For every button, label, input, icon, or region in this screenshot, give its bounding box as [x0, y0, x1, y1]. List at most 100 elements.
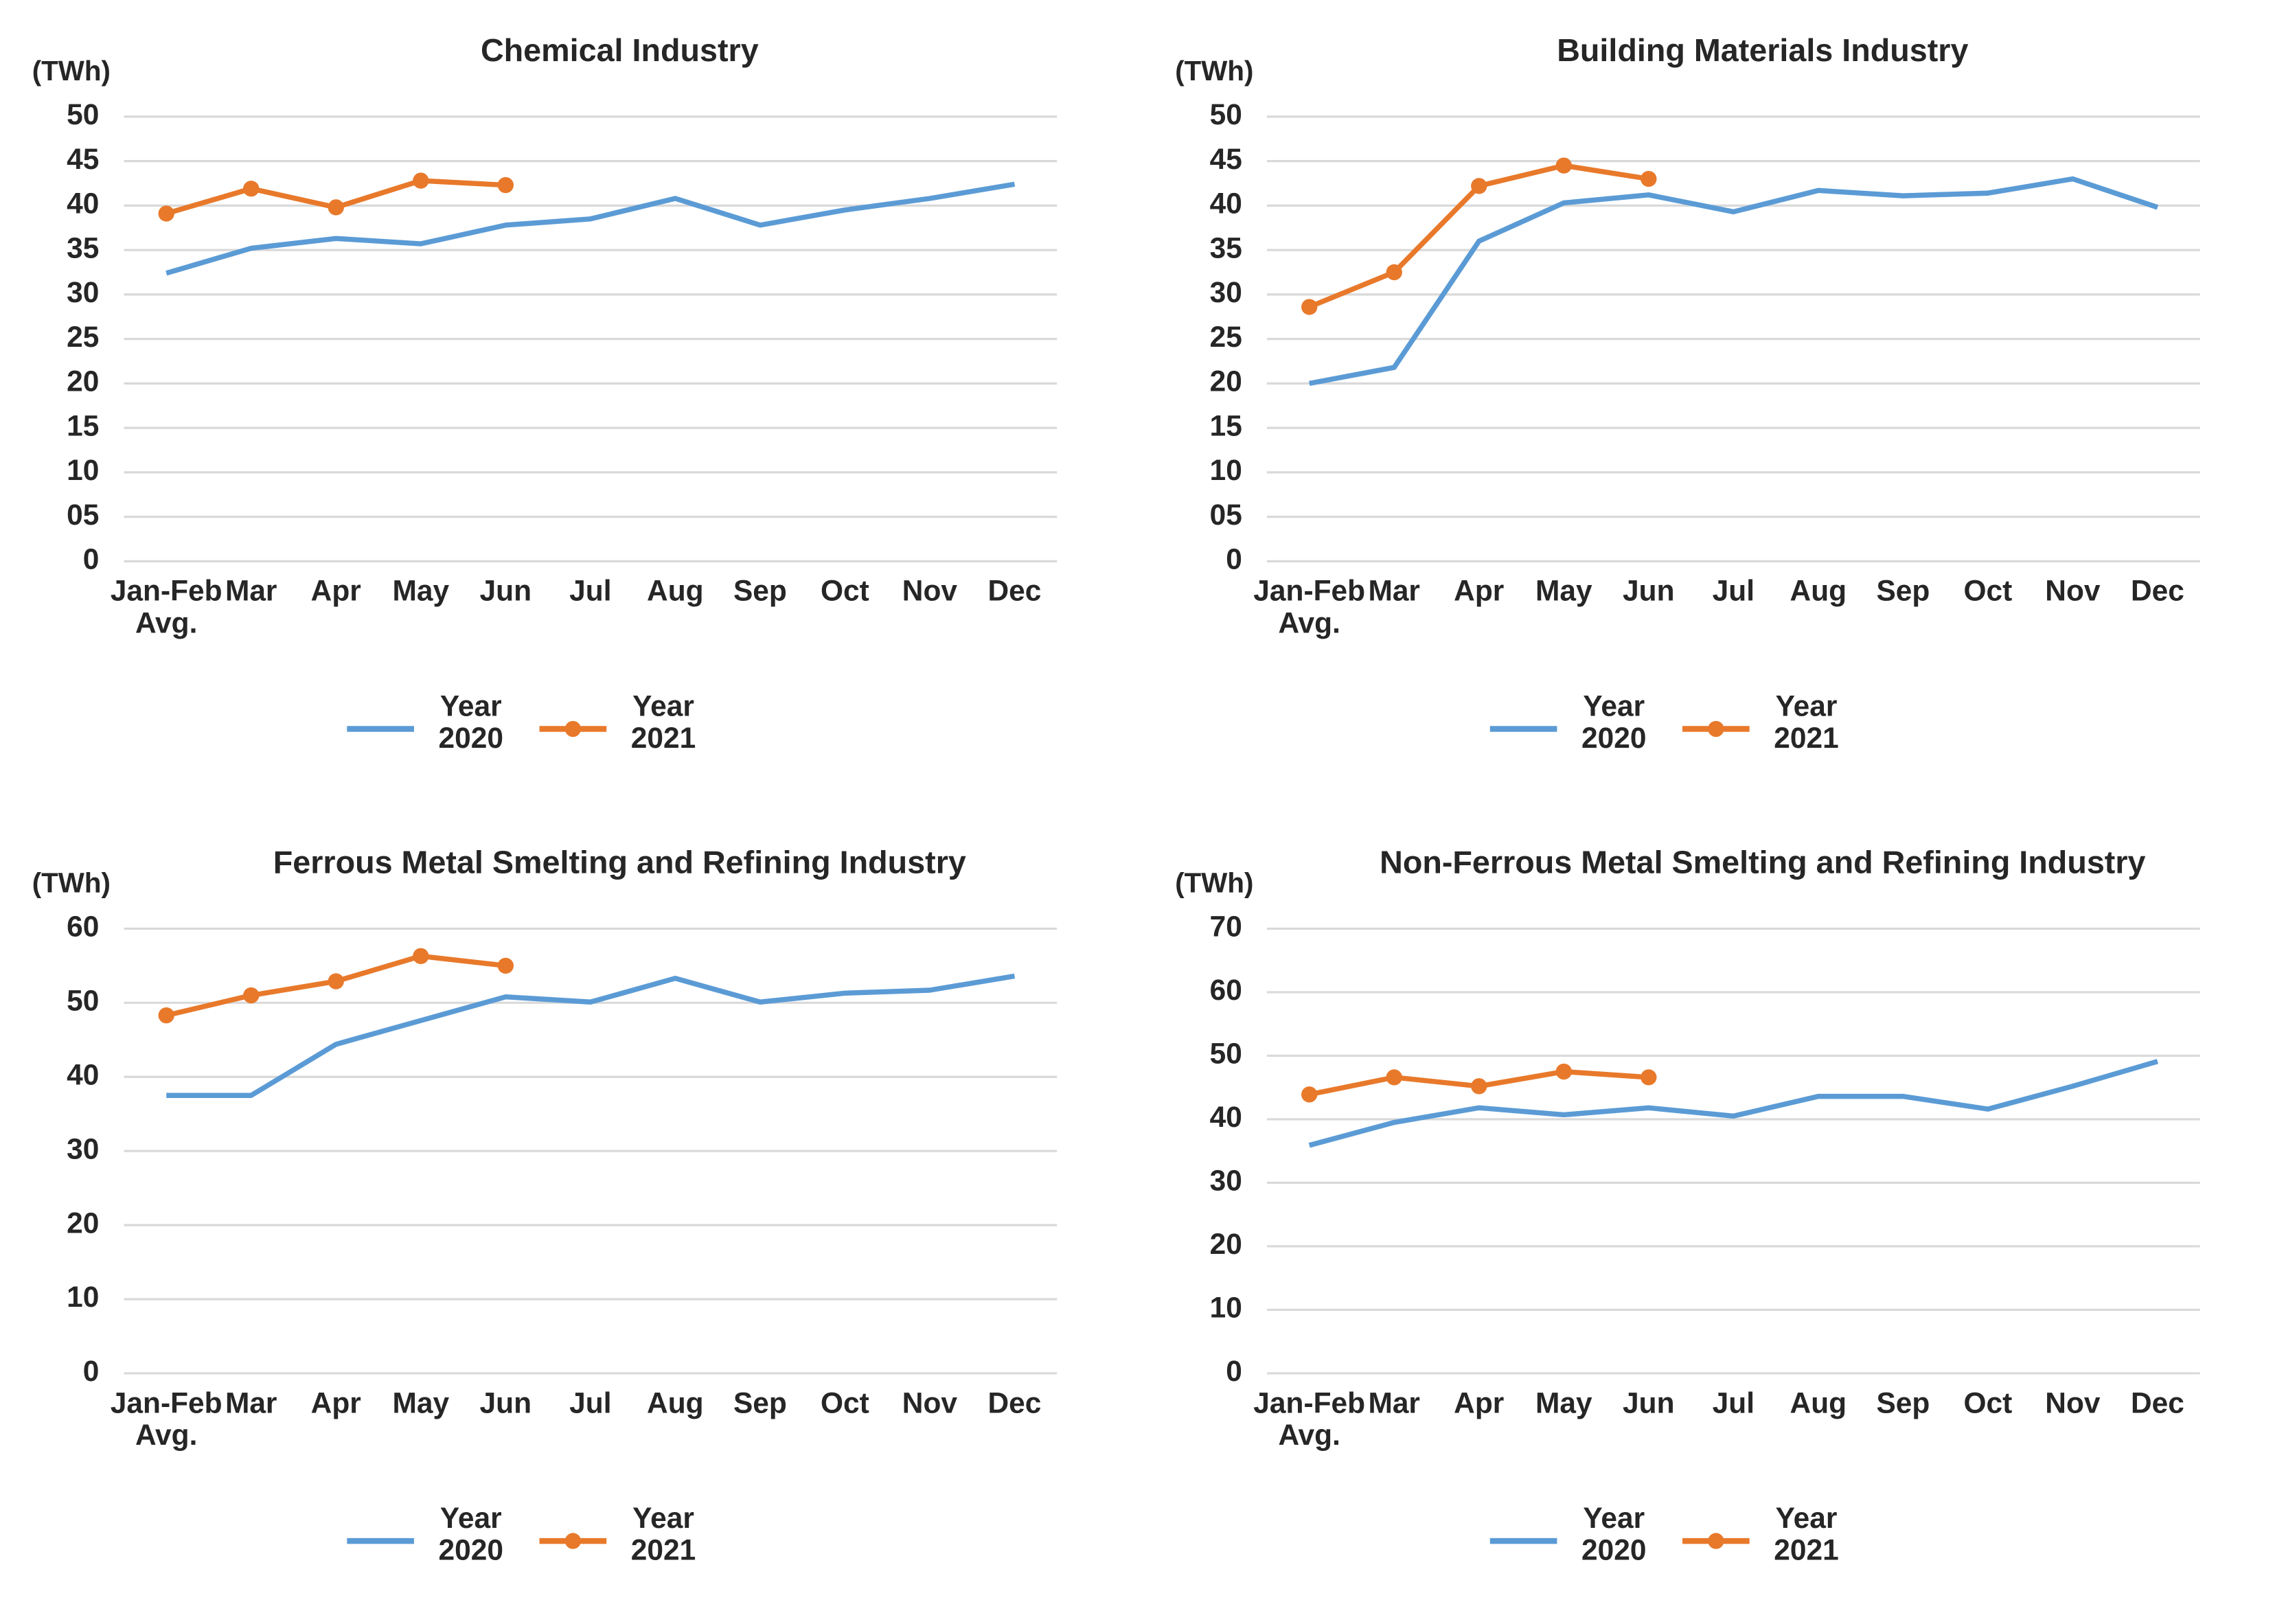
x-tick-label: Apr: [310, 575, 361, 608]
x-tick-label-box: Sep: [733, 576, 787, 608]
x-tick-label: Aug: [647, 575, 704, 608]
unit-label: (TWh): [32, 867, 111, 898]
x-tick-label: Jun: [1623, 1388, 1675, 1420]
point-marker: [158, 205, 174, 222]
legend-label-box: Year 2021: [630, 691, 696, 755]
point-marker: [1386, 1069, 1402, 1086]
y-tick-label: 50: [67, 98, 99, 130]
y-tick-label: 10: [67, 1281, 99, 1313]
x-tick-label: Dec: [2130, 1388, 2184, 1420]
legend-label: Year 2021: [630, 691, 696, 755]
legend-marker: [1708, 1533, 1724, 1549]
x-tick-label: Jul: [569, 1388, 612, 1420]
x-tick-label-box: Aug: [647, 575, 704, 608]
legend-label: Year 2021: [630, 1502, 696, 1568]
x-tick-label-box: Jun: [1623, 576, 1675, 608]
chart-panel: Non-Ferrous Metal Smelting and Refining …: [1175, 844, 2200, 1567]
point-marker: [1471, 1078, 1487, 1095]
x-tick-label: Sep: [1876, 575, 1930, 608]
x-tick-label: Jun: [479, 1388, 532, 1420]
x-tick-label-box: Dec: [2130, 1388, 2184, 1420]
x-tick-label-box: Oct: [820, 1388, 869, 1420]
y-tick-label: 40: [1210, 1101, 1242, 1133]
y-tick-label: 40: [67, 187, 99, 220]
legend-label-box: Year 2020: [439, 1503, 503, 1567]
y-tick-label: 60: [1210, 974, 1242, 1006]
x-tick-label: Mar: [1368, 575, 1420, 608]
x-tick-label-box: Apr: [311, 1388, 361, 1420]
x-tick-label-box: Sep: [1876, 575, 1930, 608]
legend-label: Year 2020: [438, 691, 503, 755]
x-tick-label-box: May: [1535, 576, 1592, 608]
legend-label-box: Year 2020: [438, 691, 503, 755]
unit-label: (TWh): [1175, 55, 1253, 87]
x-tick-label-box: Jan-Feb Avg.: [111, 576, 222, 640]
y-tick-label: 50: [1210, 98, 1242, 130]
x-tick-label-box: Jul: [569, 1388, 612, 1420]
y-tick-label: 30: [67, 276, 99, 308]
x-tick-label-box: Apr: [1454, 1388, 1505, 1420]
y-tick-label: 20: [1210, 1228, 1242, 1260]
x-tick-label: Jul: [569, 575, 612, 608]
x-tick-label: Oct: [820, 1388, 869, 1420]
point-marker: [413, 172, 429, 189]
x-tick-label-box: Jun: [1623, 1388, 1675, 1420]
y-tick-label: 35: [67, 231, 99, 264]
x-tick-label: Jul: [1712, 575, 1755, 608]
y-tick-label: 20: [67, 365, 99, 398]
x-tick-label: Apr: [1454, 1388, 1505, 1420]
legend-label: Year 2020: [1581, 691, 1647, 755]
y-tick-label: 70: [1210, 911, 1242, 943]
x-tick-label-box: May: [392, 1388, 450, 1420]
y-tick-label: 40: [1210, 187, 1242, 220]
x-tick-label-box: Oct: [1963, 1388, 2012, 1420]
point-marker: [1555, 157, 1572, 174]
x-tick-label: Dec: [987, 1388, 1042, 1420]
x-tick-label: Aug: [647, 1388, 704, 1420]
x-tick-label-box: Mar: [1368, 575, 1420, 608]
x-tick-label-box: Dec: [987, 1388, 1042, 1420]
legend-label-box: Year 2021: [630, 1502, 696, 1568]
x-tick-label-box: Nov: [2045, 1388, 2101, 1420]
x-tick-label-box: May: [1535, 1388, 1592, 1420]
point-marker: [1301, 299, 1318, 315]
y-tick-label: 20: [1210, 365, 1242, 398]
x-tick-label-box: Dec: [987, 575, 1042, 608]
x-tick-label-box: Nov: [902, 576, 957, 608]
y-tick-label: 30: [1210, 1165, 1242, 1197]
chart-title: Chemical Industry: [481, 32, 759, 68]
y-tick-label: 05: [1210, 499, 1242, 531]
x-tick-label: Dec: [987, 575, 1042, 608]
y-tick-label: 25: [1210, 321, 1242, 353]
x-tick-label: Mar: [225, 1388, 277, 1420]
legend-label: Year 2021: [1774, 691, 1839, 755]
x-tick-label: Nov: [2045, 1388, 2101, 1420]
x-tick-label-box: Aug: [1790, 576, 1847, 608]
x-tick-label: Jun: [479, 575, 532, 608]
y-tick-label: 25: [67, 321, 99, 353]
y-tick-label: 0: [83, 543, 100, 575]
x-tick-label-box: Oct: [821, 576, 869, 608]
x-tick-label: Mar: [1368, 1388, 1420, 1420]
point-marker: [1471, 178, 1487, 194]
legend-label-box: Year 2021: [1774, 691, 1839, 755]
legend-label-box: Year 2020: [1581, 1503, 1646, 1567]
point-marker: [328, 199, 344, 216]
y-tick-label: 0: [1226, 1355, 1242, 1387]
chart-area: Chemical Industry (TWh) 0 05 10 15 20 25 30 35 40 4…: [32, 32, 2200, 1568]
x-tick-label-box: Jan-Feb Avg.: [1253, 576, 1365, 640]
point-marker: [1555, 1063, 1572, 1080]
series-line: [1309, 176, 2159, 387]
x-tick-label: May: [392, 1388, 450, 1420]
y-tick-label: 10: [1210, 454, 1242, 486]
point-marker: [497, 957, 514, 974]
y-tick-label: 0: [1226, 543, 1242, 575]
y-tick-label: 35: [1210, 231, 1242, 264]
x-tick-label-box: Aug: [647, 1388, 704, 1420]
x-tick-label-box: Sep: [1876, 1388, 1930, 1420]
point-marker: [1641, 1069, 1657, 1086]
y-tick-label: 50: [67, 985, 99, 1017]
x-tick-label-box: Mar: [1368, 1388, 1420, 1420]
y-tick-label: 50: [1210, 1038, 1242, 1070]
